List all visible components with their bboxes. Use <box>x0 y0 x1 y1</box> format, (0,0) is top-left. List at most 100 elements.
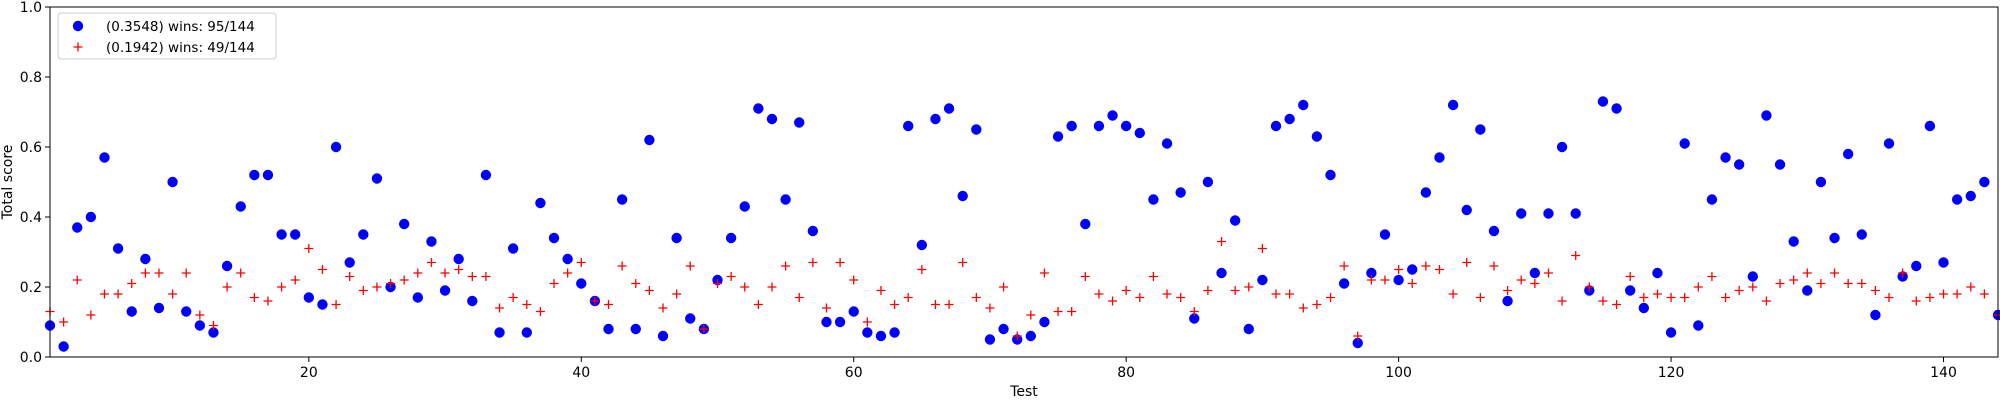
data-point <box>1175 187 1185 197</box>
data-point <box>181 306 191 316</box>
data-point <box>930 114 940 124</box>
data-point <box>1870 310 1880 320</box>
data-point <box>72 222 82 232</box>
data-point <box>1339 278 1349 288</box>
data-point <box>1693 320 1703 330</box>
data-point <box>1108 297 1117 306</box>
data-point <box>808 226 818 236</box>
y-tick-label: 1.0 <box>20 0 42 16</box>
data-point <box>1298 100 1308 110</box>
data-point <box>740 201 750 211</box>
data-point <box>1094 121 1104 131</box>
data-point <box>917 240 927 250</box>
data-point <box>985 304 994 313</box>
data-point <box>1543 208 1553 218</box>
data-point <box>1966 191 1976 201</box>
data-point <box>1953 290 1962 299</box>
data-point <box>821 317 831 327</box>
data-point <box>1067 307 1076 316</box>
data-point <box>372 173 382 183</box>
y-tick-label: 0.8 <box>20 70 42 86</box>
data-point <box>1844 279 1853 288</box>
data-point <box>86 311 95 320</box>
data-point <box>999 283 1008 292</box>
data-point <box>73 276 82 285</box>
data-point <box>1066 121 1076 131</box>
data-point <box>317 299 327 309</box>
y-tick-label: 0.2 <box>20 280 42 296</box>
data-point <box>168 290 177 299</box>
data-point <box>603 324 613 334</box>
data-point <box>441 269 450 278</box>
data-point <box>494 327 504 337</box>
data-point <box>549 233 559 243</box>
data-point <box>767 114 777 124</box>
legend-marker-circle <box>73 21 83 31</box>
data-point <box>1122 286 1131 295</box>
data-point <box>1271 121 1281 131</box>
data-point <box>1720 152 1730 162</box>
data-point <box>1734 159 1744 169</box>
data-point <box>1080 219 1090 229</box>
data-point <box>917 265 926 274</box>
data-point <box>727 272 736 281</box>
data-point <box>427 258 436 267</box>
data-point <box>1230 215 1240 225</box>
data-point <box>453 254 463 264</box>
data-point <box>1258 244 1267 253</box>
data-point <box>1162 138 1172 148</box>
data-point <box>535 198 545 208</box>
data-point <box>113 243 123 253</box>
data-point <box>685 313 695 323</box>
data-point <box>58 341 68 351</box>
data-point <box>1735 286 1744 295</box>
data-point <box>1244 283 1253 292</box>
data-point <box>1639 293 1648 302</box>
x-tick-label: 40 <box>572 365 590 381</box>
data-point <box>1884 138 1894 148</box>
data-point <box>794 117 804 127</box>
data-point <box>413 269 422 278</box>
data-point <box>1489 262 1498 271</box>
data-point <box>1748 271 1758 281</box>
data-point <box>672 290 681 299</box>
data-point <box>726 233 736 243</box>
data-point <box>1925 121 1935 131</box>
data-point <box>1217 237 1226 246</box>
data-point <box>563 269 572 278</box>
data-point <box>577 258 586 267</box>
data-point <box>645 286 654 295</box>
data-point <box>1121 121 1131 131</box>
data-point <box>890 300 899 309</box>
data-point <box>1203 286 1212 295</box>
data-point <box>958 258 967 267</box>
data-point <box>495 304 504 313</box>
data-point <box>618 262 627 271</box>
data-point <box>154 269 163 278</box>
data-point <box>440 285 450 295</box>
data-point <box>604 300 613 309</box>
data-point <box>1489 226 1499 236</box>
data-point <box>1802 285 1812 295</box>
data-point <box>372 283 381 292</box>
data-point <box>276 229 286 239</box>
y-tick-label: 0.4 <box>20 210 42 226</box>
data-point <box>1776 279 1785 288</box>
data-point <box>59 318 68 327</box>
legend-label: (0.3548) wins: 95/144 <box>106 19 255 35</box>
data-point <box>1707 194 1717 204</box>
data-point <box>467 296 477 306</box>
data-point <box>1462 205 1472 215</box>
data-point <box>1925 293 1934 302</box>
data-point <box>631 324 641 334</box>
data-point <box>1421 187 1431 197</box>
data-point <box>1312 131 1322 141</box>
data-point <box>1871 286 1880 295</box>
data-point <box>1326 293 1335 302</box>
data-point <box>1721 293 1730 302</box>
data-point <box>957 191 967 201</box>
data-point <box>550 279 559 288</box>
data-point <box>1680 293 1689 302</box>
plot-frame <box>50 7 1998 357</box>
y-tick-label: 0.6 <box>20 140 42 156</box>
